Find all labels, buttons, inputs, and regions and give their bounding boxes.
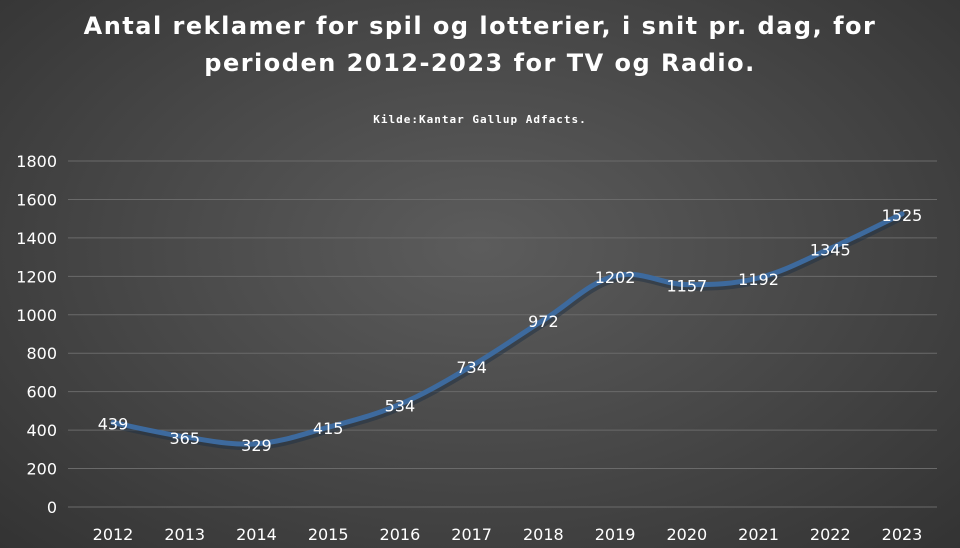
data-point [253, 441, 259, 447]
x-tick-label: 2017 [451, 525, 492, 544]
x-tick-label: 2021 [738, 525, 779, 544]
x-tick-label: 2018 [523, 525, 564, 544]
x-tick-label: 2013 [164, 525, 205, 544]
x-tick-label: 2012 [93, 525, 134, 544]
data-point [182, 434, 188, 440]
x-tick-label: 2016 [380, 525, 421, 544]
y-tick-label: 0 [47, 498, 57, 517]
y-tick-label: 200 [26, 460, 57, 479]
chart-title-line-2: perioden 2012-2023 for TV og Radio. [204, 49, 756, 77]
x-tick-label: 2020 [666, 525, 707, 544]
x-tick-label: 2014 [236, 525, 277, 544]
data-point [325, 424, 331, 430]
data-point [827, 245, 833, 251]
data-label: 1345 [810, 240, 851, 259]
data-point [612, 273, 618, 279]
series-line-shadow [110, 211, 907, 451]
data-label: 534 [385, 396, 416, 415]
y-tick-label: 1800 [16, 152, 57, 171]
y-tick-label: 1200 [16, 267, 57, 286]
data-label: 1157 [666, 277, 707, 296]
y-tick-label: 1000 [16, 306, 57, 325]
data-point [899, 211, 905, 217]
data-label: 365 [169, 429, 200, 448]
data-point [684, 282, 690, 288]
data-point [397, 401, 403, 407]
y-tick-label: 800 [26, 344, 57, 363]
x-tick-label: 2015 [308, 525, 349, 544]
x-tick-label: 2023 [882, 525, 923, 544]
data-label: 734 [456, 358, 487, 377]
data-label: 329 [241, 436, 272, 455]
data-point [110, 420, 116, 426]
data-point [469, 363, 475, 369]
y-tick-label: 1400 [16, 229, 57, 248]
y-tick-label: 400 [26, 421, 57, 440]
data-point [540, 317, 546, 323]
data-label: 1192 [738, 270, 779, 289]
data-point [756, 275, 762, 281]
chart-title-line-1: Antal reklamer for spil og lotterier, i … [83, 12, 877, 40]
data-label: 415 [313, 419, 344, 438]
data-label: 1525 [882, 206, 923, 225]
chart-title: Antal reklamer for spil og lotterier, i … [0, 8, 960, 82]
x-tick-label: 2019 [595, 525, 636, 544]
x-tick-label: 2022 [810, 525, 851, 544]
y-tick-label: 1600 [16, 190, 57, 209]
chart-source-note: Kilde:Kantar Gallup Adfacts. [373, 113, 587, 126]
data-label: 972 [528, 312, 559, 331]
series-line [110, 211, 905, 447]
y-tick-label: 600 [26, 383, 57, 402]
data-label: 439 [98, 415, 129, 434]
data-label: 1202 [595, 268, 636, 287]
